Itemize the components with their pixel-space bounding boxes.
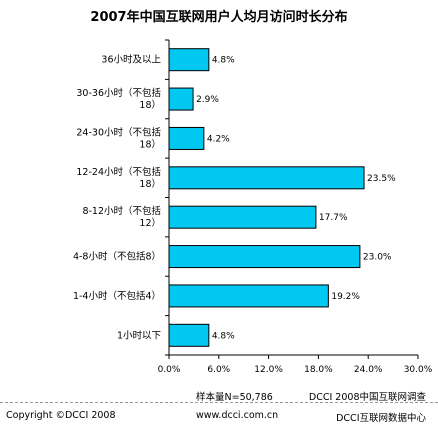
category-label: 12） bbox=[139, 217, 161, 229]
bar-value-label: 23.5% bbox=[367, 174, 396, 184]
category-label: 1小时以下 bbox=[117, 329, 161, 341]
category-label: 8-12小时（不包括 bbox=[82, 205, 161, 217]
bar bbox=[168, 284, 329, 308]
bar-value-label: 23.0% bbox=[363, 253, 392, 263]
category-label: 18） bbox=[139, 138, 161, 150]
category-label: 4-8小时（不包括8） bbox=[73, 251, 161, 263]
category-label: 36小时及以上 bbox=[101, 54, 161, 66]
bar-value-label: 19.2% bbox=[331, 292, 360, 302]
url-text: www.dcci.com.cn bbox=[196, 410, 279, 421]
copyright-text: Copyright ©DCCI 2008 bbox=[6, 410, 116, 421]
bar bbox=[168, 205, 317, 229]
category-label: 12-24小时（不包括 bbox=[76, 166, 161, 178]
x-tick-label: 30.0% bbox=[404, 365, 433, 375]
bar bbox=[168, 245, 361, 269]
bar bbox=[168, 323, 210, 347]
source-text: DCCI 2008中国互联网调查 bbox=[308, 392, 426, 403]
x-tick-label: 24.0% bbox=[354, 365, 383, 375]
x-tick-label: 0.0% bbox=[158, 365, 181, 375]
x-tick-label: 12.0% bbox=[254, 365, 283, 375]
bar bbox=[168, 87, 194, 111]
bar-value-label: 4.8% bbox=[212, 56, 235, 66]
chart-title: 2007年中国互联网用户人均月访问时长分布 bbox=[90, 10, 348, 25]
bar bbox=[168, 126, 205, 150]
bar bbox=[168, 48, 210, 72]
bar bbox=[168, 166, 365, 190]
sample-size-text: 样本量N=50,786 bbox=[196, 392, 273, 403]
bar-value-label: 4.8% bbox=[212, 331, 235, 341]
category-label: 24-30小时（不包括 bbox=[76, 126, 161, 138]
category-label: 18） bbox=[139, 178, 161, 190]
category-label: 18） bbox=[139, 99, 161, 111]
bar-value-label: 2.9% bbox=[196, 95, 219, 105]
category-label: 30-36小时（不包括 bbox=[76, 87, 161, 99]
organization-text: DCCI互联网数据中心 bbox=[336, 413, 426, 424]
x-tick-label: 18.0% bbox=[304, 365, 333, 375]
category-label: 1-4小时（不包括4） bbox=[73, 290, 161, 302]
bar-chart: 0.0% 6.0% 12.0% 18.0% 24.0% 30.0% 4.8% 36小时及以上 2… bbox=[73, 39, 433, 375]
bar-value-label: 17.7% bbox=[319, 213, 348, 223]
footer-divider bbox=[0, 402, 438, 403]
x-tick-label: 6.0% bbox=[207, 365, 230, 375]
bar-value-label: 4.2% bbox=[207, 134, 230, 144]
